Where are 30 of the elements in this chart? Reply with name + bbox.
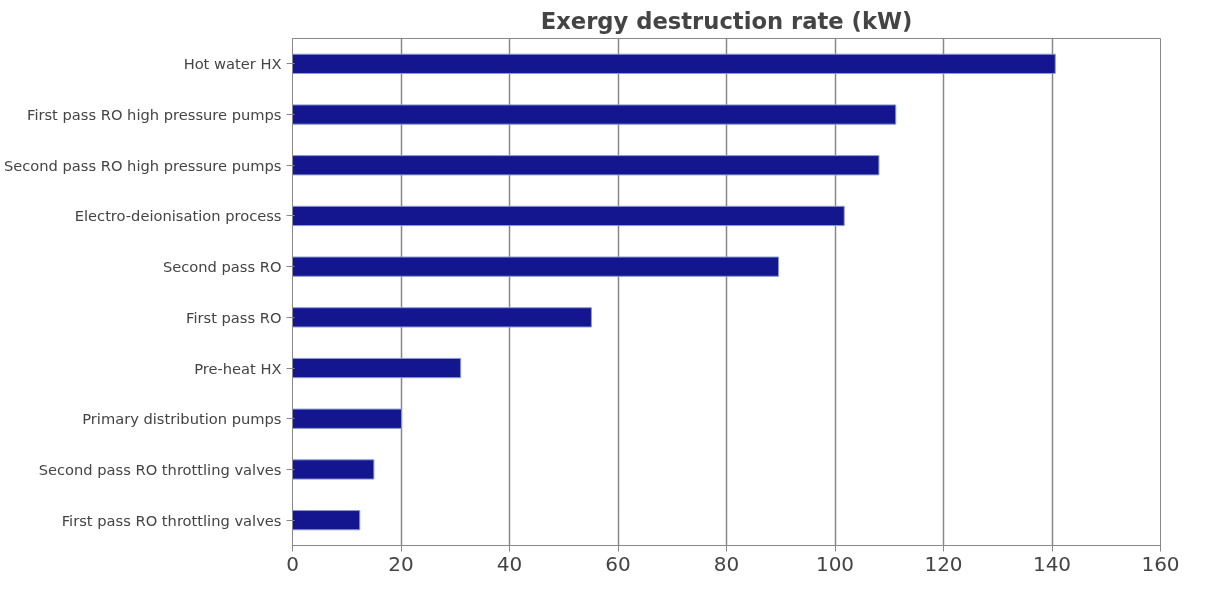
x-tick-label: 0 <box>286 551 299 576</box>
y-tick-label: Second pass RO throttling valves <box>38 460 282 478</box>
x-tick-label: 20 <box>388 551 414 576</box>
bar <box>292 104 897 125</box>
x-tick-label: 40 <box>496 551 523 576</box>
bar <box>292 357 462 379</box>
y-tick-label: Second pass RO high pressure pumps <box>3 156 282 174</box>
x-tick-label: 160 <box>1141 551 1180 576</box>
x-tick-label: 140 <box>1032 551 1072 576</box>
x-tick-label: 80 <box>713 551 740 576</box>
x-tick-label: 60 <box>605 551 631 576</box>
bar <box>292 459 375 480</box>
y-tick-label: Electro-deionisation process <box>74 207 282 225</box>
bar <box>292 256 780 277</box>
y-tick-label: First pass RO throttling valves <box>61 511 282 529</box>
bar <box>292 205 845 227</box>
y-tick-label: First pass RO high pressure pumps <box>27 106 282 124</box>
bar <box>292 510 361 531</box>
y-tick-label: Pre-heat HX <box>194 359 282 377</box>
x-tick-label: 100 <box>815 551 855 576</box>
bar <box>292 53 1056 74</box>
bar <box>292 155 880 176</box>
y-tick-label: Second pass RO <box>162 258 282 276</box>
chart-title: Exergy destruction rate (kW) <box>540 7 913 34</box>
y-tick-label: Hot water HX <box>183 55 282 73</box>
y-tick-label: Primary distribution pumps <box>82 410 282 428</box>
y-tick-label: First pass RO <box>186 308 282 326</box>
bar <box>292 307 592 328</box>
bar <box>292 408 403 429</box>
x-tick-label: 120 <box>924 551 963 576</box>
